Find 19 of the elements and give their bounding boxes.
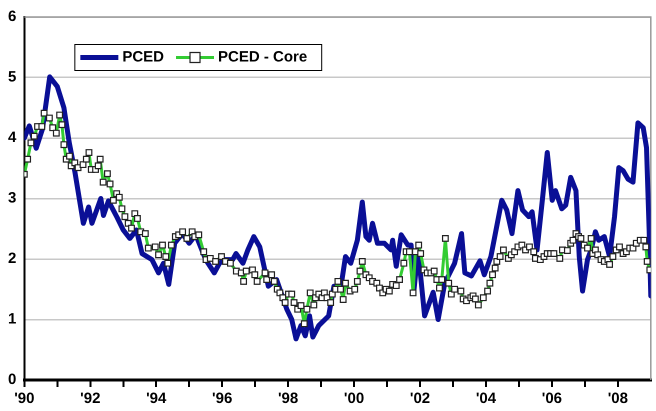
y-tick-label: 0 [8,371,16,388]
x-tick-label: '92 [80,390,100,408]
legend-label: PCED [122,48,164,66]
y-tick-label: 3 [8,190,16,207]
y-tick-label: 2 [8,250,16,268]
legend-label: PCED - Core [218,48,308,66]
x-tick-label: '94 [146,390,168,408]
y-tick-label: 1 [8,310,16,328]
x-tick-label: '96 [212,390,232,408]
x-tick-label: '06 [542,390,562,408]
x-tick-label: '00 [344,390,364,408]
x-tick-label: '90 [14,390,34,408]
y-tick-label: 6 [8,8,16,26]
x-tick-label: '98 [278,390,298,408]
y-tick-label: 4 [8,129,17,146]
x-tick-label: '04 [476,390,497,408]
x-tick-label: '02 [410,390,430,408]
y-tick-label: 5 [8,68,16,86]
x-tick-label: '08 [608,390,628,408]
